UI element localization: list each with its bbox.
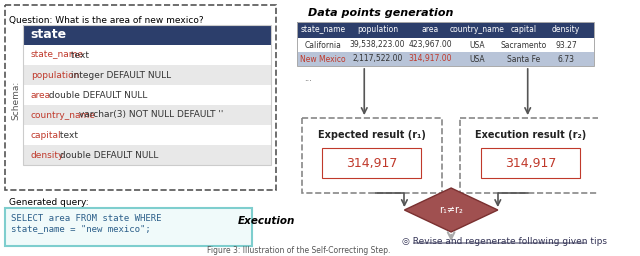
FancyBboxPatch shape	[23, 45, 271, 65]
Text: population: population	[31, 70, 79, 80]
Text: density: density	[31, 151, 64, 159]
FancyBboxPatch shape	[23, 125, 271, 145]
Text: 6.73: 6.73	[557, 55, 575, 63]
Text: integer DEFAULT NULL: integer DEFAULT NULL	[68, 70, 172, 80]
FancyBboxPatch shape	[301, 118, 442, 193]
Text: capital: capital	[511, 26, 537, 35]
Text: Data points generation: Data points generation	[308, 8, 454, 18]
Text: California: California	[304, 40, 341, 49]
Text: ◎ Revise and regenerate following given tips: ◎ Revise and regenerate following given …	[402, 238, 607, 247]
Text: area: area	[31, 91, 51, 100]
Text: r₁≠r₂: r₁≠r₂	[439, 205, 463, 215]
Text: 39,538,223.00: 39,538,223.00	[349, 40, 405, 49]
FancyBboxPatch shape	[23, 85, 271, 105]
Text: state: state	[31, 28, 67, 41]
FancyBboxPatch shape	[297, 38, 594, 52]
FancyBboxPatch shape	[23, 105, 271, 125]
Text: density: density	[552, 26, 580, 35]
Text: Execution result (r₂): Execution result (r₂)	[475, 130, 586, 140]
Polygon shape	[404, 188, 498, 232]
Text: text: text	[57, 131, 78, 140]
FancyBboxPatch shape	[297, 52, 594, 66]
FancyBboxPatch shape	[23, 145, 271, 165]
Text: Figure 3: Illustration of the Self-Correcting Step.: Figure 3: Illustration of the Self-Corre…	[207, 246, 390, 255]
Text: ...: ...	[305, 74, 312, 83]
Text: population: population	[356, 26, 398, 35]
Text: double DEFAULT NULL: double DEFAULT NULL	[57, 151, 158, 159]
Text: Question: What is the area of new mexico?: Question: What is the area of new mexico…	[10, 16, 204, 25]
Text: Schema:: Schema:	[12, 80, 20, 120]
Text: country_name: country_name	[450, 26, 505, 35]
Text: Expected result (r₁): Expected result (r₁)	[318, 130, 426, 140]
Text: 93.27: 93.27	[555, 40, 577, 49]
Text: USA: USA	[470, 55, 485, 63]
FancyBboxPatch shape	[460, 118, 600, 193]
Text: double DEFAULT NULL: double DEFAULT NULL	[46, 91, 147, 100]
Text: 314,917: 314,917	[505, 156, 556, 169]
FancyBboxPatch shape	[23, 65, 271, 85]
Text: SELECT area FROM state WHERE
state_name = "new mexico";: SELECT area FROM state WHERE state_name …	[12, 214, 162, 233]
Text: New Mexico: New Mexico	[300, 55, 346, 63]
Text: area: area	[422, 26, 439, 35]
FancyBboxPatch shape	[4, 5, 276, 190]
Text: text: text	[68, 50, 89, 59]
FancyBboxPatch shape	[322, 148, 421, 178]
Text: Execution: Execution	[237, 216, 295, 226]
Text: state_name: state_name	[300, 26, 345, 35]
FancyBboxPatch shape	[4, 208, 252, 246]
Text: 2,117,522.00: 2,117,522.00	[352, 55, 403, 63]
Text: capital: capital	[31, 131, 61, 140]
Text: Sacramento: Sacramento	[501, 40, 547, 49]
Text: Santa Fe: Santa Fe	[508, 55, 541, 63]
FancyBboxPatch shape	[297, 22, 594, 38]
Text: state_name: state_name	[31, 50, 84, 59]
Text: Generated query:: Generated query:	[10, 198, 89, 207]
Text: country_name: country_name	[31, 111, 96, 120]
Text: 314,917: 314,917	[346, 156, 397, 169]
Text: USA: USA	[470, 40, 485, 49]
FancyBboxPatch shape	[23, 25, 271, 45]
FancyBboxPatch shape	[481, 148, 580, 178]
Text: varchar(3) NOT NULL DEFAULT '': varchar(3) NOT NULL DEFAULT ''	[76, 111, 223, 120]
Text: 423,967.00: 423,967.00	[409, 40, 452, 49]
Text: 314,917.00: 314,917.00	[409, 55, 452, 63]
